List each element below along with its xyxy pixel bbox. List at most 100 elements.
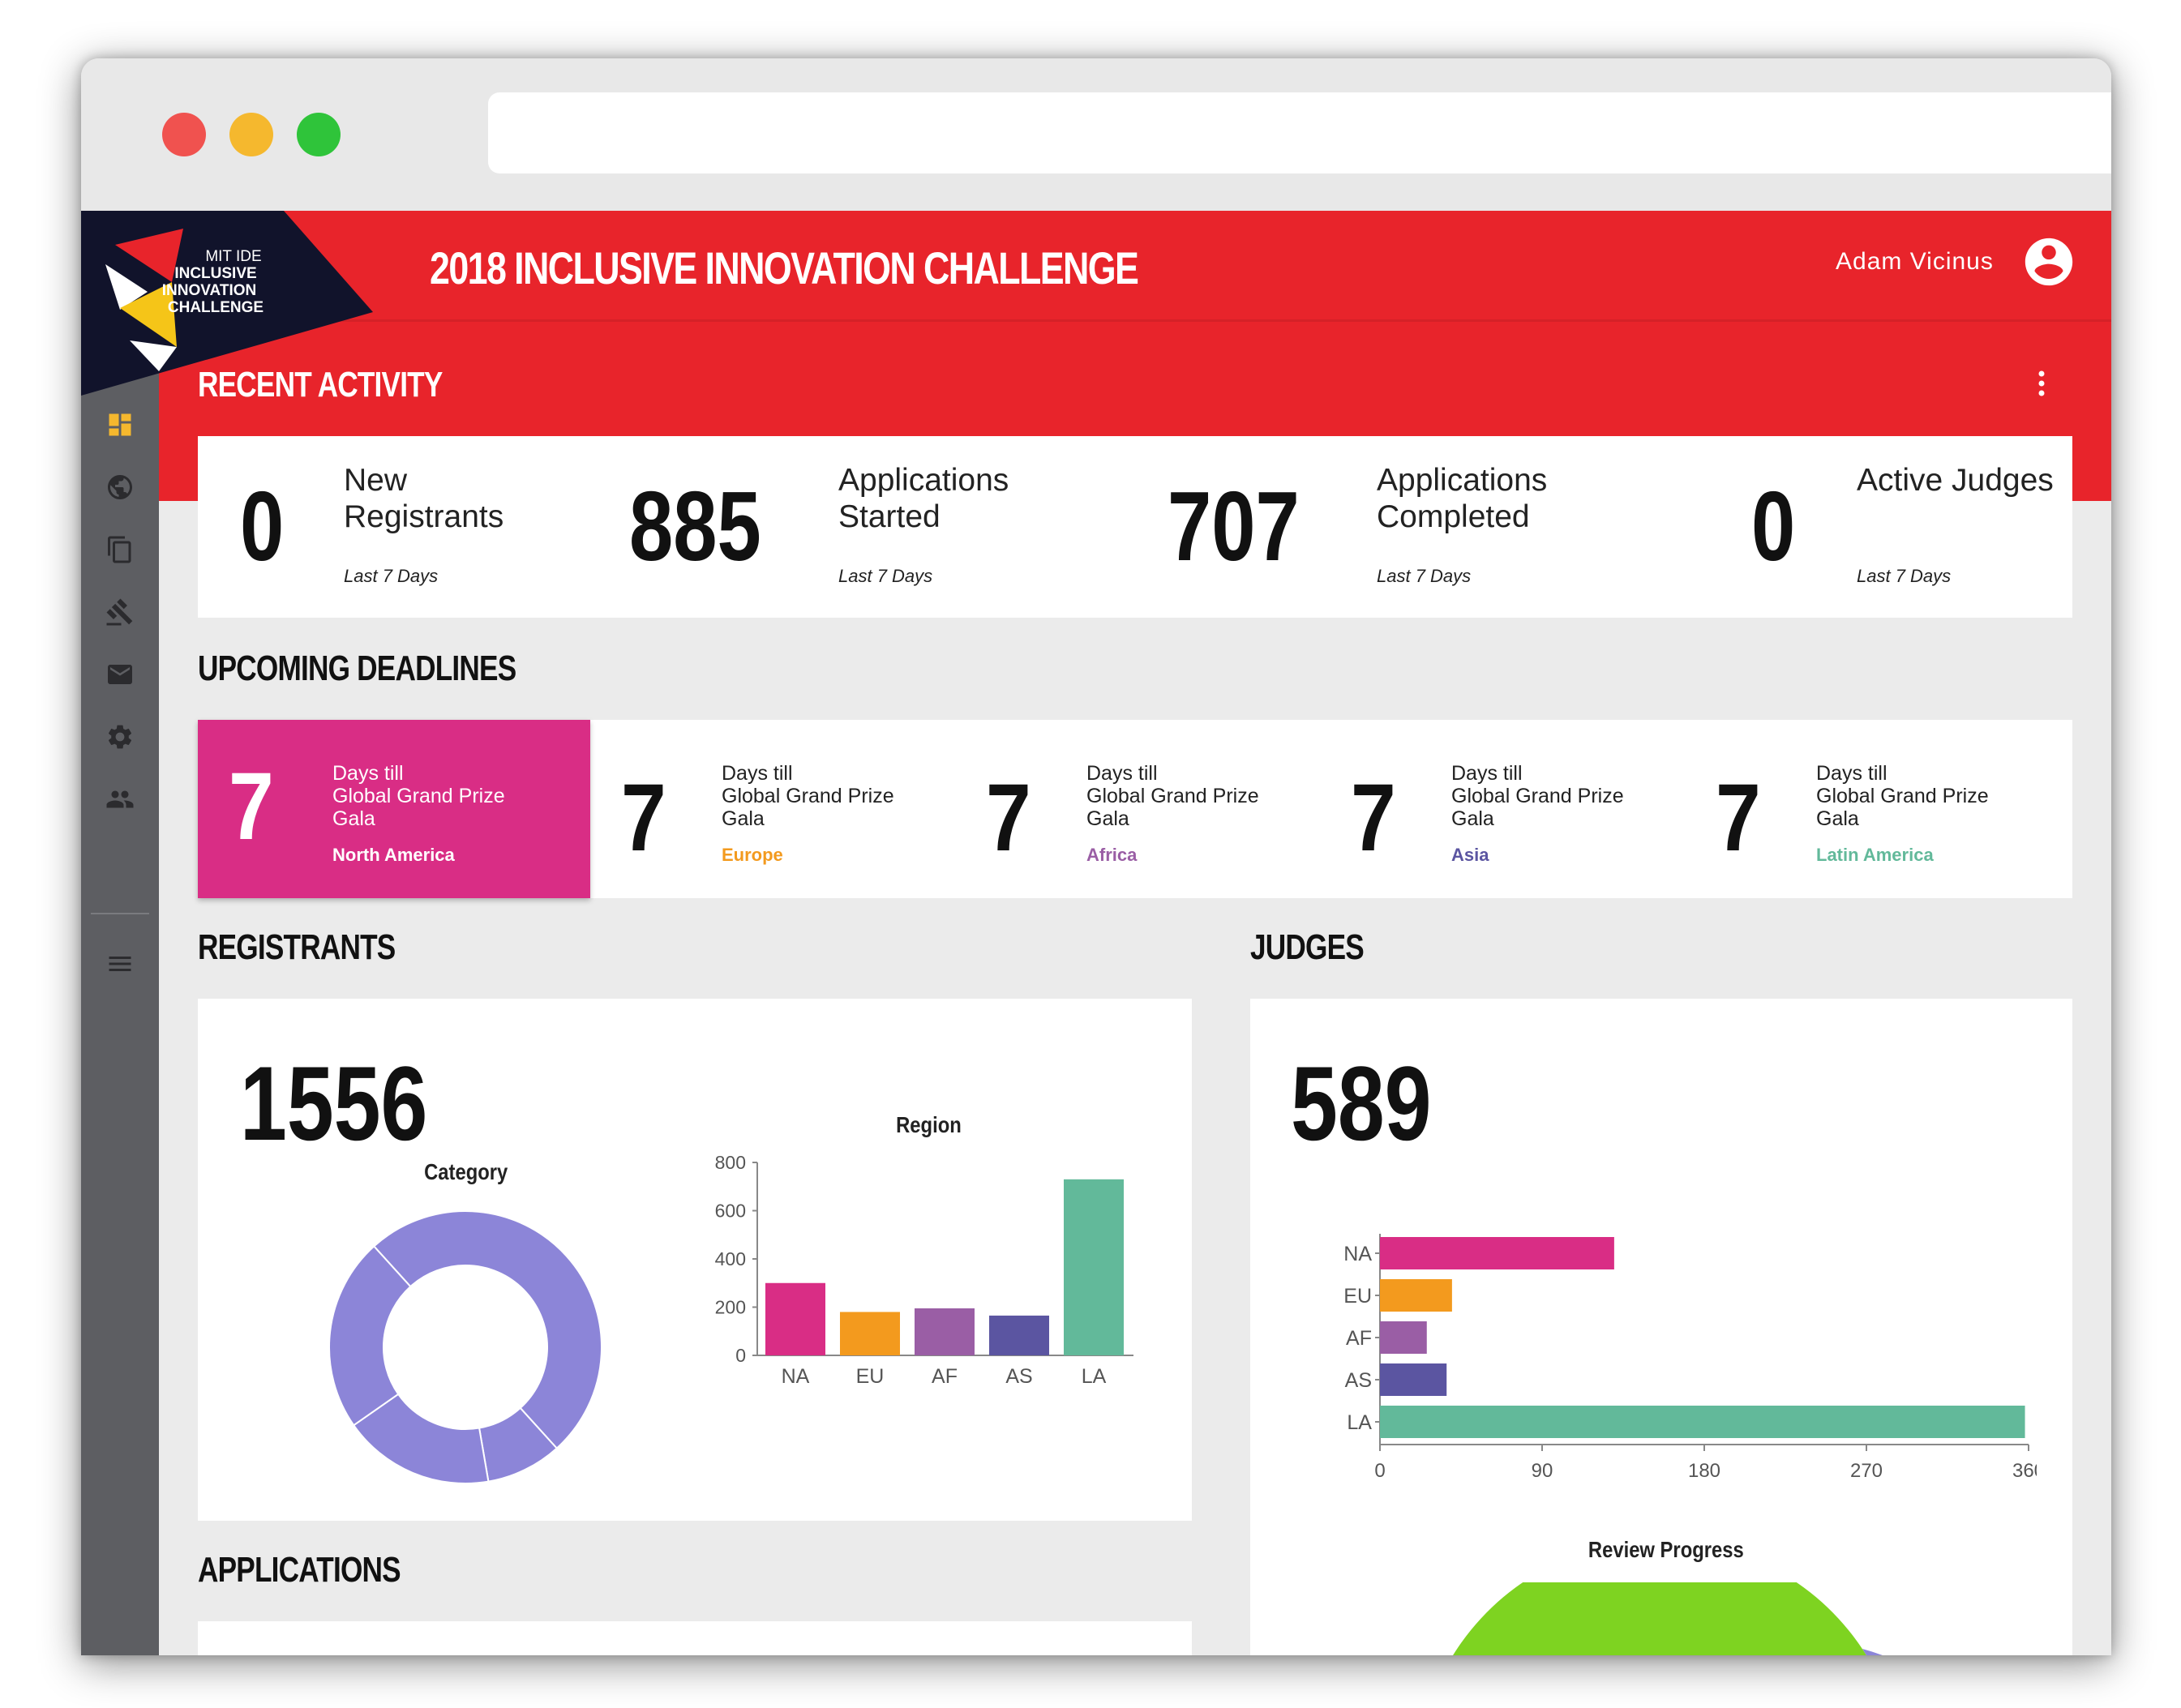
recent-activity-title: RECENT ACTIVITY xyxy=(198,365,443,405)
bar-na xyxy=(765,1282,825,1355)
maximize-window-button[interactable] xyxy=(297,113,341,156)
registrants-total: 1556 xyxy=(240,1044,428,1162)
x-tick-label: 180 xyxy=(1688,1460,1720,1477)
logo-line-2: INCLUSIVE xyxy=(174,265,256,282)
x-tick-label: 90 xyxy=(1532,1460,1553,1477)
logo-line-1: MIT IDE xyxy=(205,248,261,265)
active-judges-period: Last 7 Days xyxy=(1857,566,1952,586)
region-chart-title: Region xyxy=(896,1112,962,1137)
deadline-text: Days till Global Grand Prize Gala xyxy=(1816,762,1989,830)
y-tick-label: 600 xyxy=(715,1201,746,1222)
x-tick-label: EU xyxy=(856,1365,885,1388)
deadline-item-asia[interactable]: 7 Days till Global Grand Prize Gala Asia xyxy=(1320,720,1685,898)
donut-slice xyxy=(328,1245,412,1427)
deadline-days: 7 xyxy=(986,764,1031,871)
logo-line-3: INNOVATION xyxy=(162,282,256,299)
applications-completed-value: 707 xyxy=(1168,471,1300,581)
donut-slice xyxy=(372,1210,602,1449)
y-tick-label: LA xyxy=(1347,1411,1372,1434)
x-tick-label: AF xyxy=(932,1365,958,1388)
review-progress-title: Review Progress xyxy=(1588,1537,1744,1562)
x-tick-label: LA xyxy=(1082,1365,1107,1388)
region-bar-chart: 0 200 400 600 800 NA EU AF AS LA xyxy=(715,1153,1133,1388)
y-tick-label: EU xyxy=(1343,1285,1372,1308)
x-tick-label: NA xyxy=(782,1365,810,1388)
app-title: 2018 INCLUSIVE INNOVATION CHALLENGE xyxy=(430,242,1139,293)
minimize-window-button[interactable] xyxy=(229,113,273,156)
menu-icon[interactable] xyxy=(105,949,135,978)
category-chart-title: Category xyxy=(424,1159,508,1184)
bar-af xyxy=(915,1308,975,1355)
y-tick-label: AS xyxy=(1345,1369,1372,1392)
judges-total: 589 xyxy=(1291,1044,1432,1162)
address-bar[interactable] xyxy=(488,92,2111,173)
upcoming-deadlines-title: UPCOMING DEADLINES xyxy=(198,649,516,688)
deadline-region: Africa xyxy=(1086,845,1138,865)
bar-eu xyxy=(840,1312,900,1355)
registrants-title: REGISTRANTS xyxy=(198,927,396,967)
x-tick-label: 360 xyxy=(2012,1460,2037,1477)
sidebar-divider xyxy=(91,913,149,914)
dashboard-app: MIT IDE INCLUSIVE INNOVATION CHALLENGE 2… xyxy=(81,211,2111,1655)
x-tick-label: 0 xyxy=(1374,1460,1385,1477)
review-progress-pie-chart xyxy=(1453,1582,1883,1655)
active-judges-label: Active Judges xyxy=(1857,463,2054,498)
deadline-text: Days till Global Grand Prize Gala xyxy=(332,762,505,830)
deadline-days: 7 xyxy=(1351,764,1396,871)
applications-started-label: Applications Started xyxy=(838,463,1009,534)
deadline-item-europe[interactable]: 7 Days till Global Grand Prize Gala Euro… xyxy=(590,720,955,898)
bar-na xyxy=(1380,1237,1614,1269)
x-tick-label: AS xyxy=(1005,1365,1032,1388)
y-tick-label: NA xyxy=(1343,1243,1372,1265)
applications-started-value: 885 xyxy=(629,471,761,581)
deadline-item-latin-america[interactable]: 7 Days till Global Grand Prize Gala Lati… xyxy=(1685,720,2058,898)
applications-title: APPLICATIONS xyxy=(198,1550,401,1590)
deadline-item-africa[interactable]: 7 Days till Global Grand Prize Gala Afri… xyxy=(955,720,1320,898)
deadline-item-north-america[interactable]: 7 Days till Global Grand Prize Gala Nort… xyxy=(198,720,590,898)
browser-window: MIT IDE INCLUSIVE INNOVATION CHALLENGE 2… xyxy=(81,58,2111,1655)
y-tick-label: AF xyxy=(1346,1327,1372,1350)
x-tick-label: 270 xyxy=(1850,1460,1883,1477)
user-name[interactable]: Adam Vicinus xyxy=(1836,248,1994,275)
close-window-button[interactable] xyxy=(162,113,206,156)
judges-title: JUDGES xyxy=(1250,927,1365,967)
applications-completed-label: Applications Completed xyxy=(1377,463,1548,534)
gear-icon[interactable] xyxy=(105,722,135,751)
deadline-text: Days till Global Grand Prize Gala xyxy=(1451,762,1624,830)
logo[interactable]: MIT IDE INCLUSIVE INNOVATION CHALLENGE xyxy=(81,211,373,396)
review-progress-slice-complete xyxy=(1453,1582,1866,1655)
deadline-text: Days till Global Grand Prize Gala xyxy=(722,762,894,830)
sidebar xyxy=(81,211,159,1655)
deadline-region: North America xyxy=(332,845,455,865)
logo-line-4: CHALLENGE xyxy=(168,299,264,316)
bar-la xyxy=(1380,1406,2025,1438)
more-options-icon[interactable] xyxy=(2037,370,2046,397)
deadline-region: Latin America xyxy=(1816,845,1934,865)
new-registrants-period: Last 7 Days xyxy=(344,566,439,586)
copy-icon[interactable] xyxy=(105,535,135,564)
bar-as xyxy=(989,1315,1049,1355)
dashboard-icon[interactable] xyxy=(105,410,135,439)
new-registrants-label: New Registrants xyxy=(344,463,504,534)
deadline-days: 7 xyxy=(1716,764,1761,871)
gavel-icon[interactable] xyxy=(105,597,135,627)
category-donut-chart xyxy=(328,1210,602,1484)
deadlines-card: 7 Days till Global Grand Prize Gala Nort… xyxy=(198,720,2072,898)
deadline-region: Asia xyxy=(1451,845,1489,865)
y-tick-label: 800 xyxy=(715,1153,746,1173)
judges-region-bar-chart: NA EU AF AS LA 0 90 180 270 360 xyxy=(1343,1234,2037,1477)
judges-card: 589 NA EU AF AS LA 0 90 180 270 360 Review Progre… xyxy=(1250,999,2072,1655)
deadline-text: Days till Global Grand Prize Gala xyxy=(1086,762,1259,830)
y-tick-label: 200 xyxy=(715,1297,746,1318)
applications-card xyxy=(198,1621,1192,1655)
bar-af xyxy=(1380,1321,1427,1354)
people-icon[interactable] xyxy=(105,785,135,814)
bar-la xyxy=(1064,1179,1124,1355)
globe-icon[interactable] xyxy=(105,473,135,502)
mail-icon[interactable] xyxy=(105,660,135,689)
deadline-region: Europe xyxy=(722,845,783,865)
account-circle-icon[interactable] xyxy=(2020,233,2077,290)
applications-completed-period: Last 7 Days xyxy=(1377,566,1472,586)
registrants-card: 1556 Category Region 0 200 400 600 800 NA EU AF… xyxy=(198,999,1192,1521)
applications-started-period: Last 7 Days xyxy=(838,566,933,586)
